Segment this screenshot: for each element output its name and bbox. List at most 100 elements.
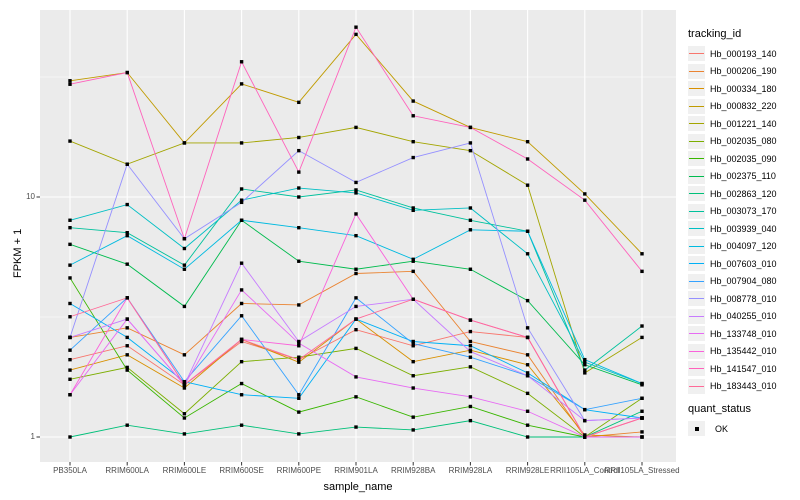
legend-entry-Hb_133748_010: Hb_133748_010 [688, 326, 777, 341]
legend-tracking-id: tracking_id Hb_000193_140 Hb_000206_190 Hb… [688, 28, 798, 394]
data-point [525, 374, 530, 378]
data-point [411, 339, 415, 344]
data-point [125, 335, 129, 340]
legend-entry-Hb_002375_110: Hb_002375_110 [688, 168, 776, 184]
data-point [68, 242, 72, 247]
legend2-item-label: OK [715, 424, 729, 434]
legend-key-icon [688, 221, 705, 236]
data-point [125, 162, 129, 166]
data-point [297, 344, 301, 348]
data-point [68, 357, 72, 362]
x-tick-label-RRIM928LA: RRIM928LA [448, 466, 493, 475]
data-point [525, 139, 530, 144]
data-point [411, 155, 415, 160]
data-point [125, 344, 129, 348]
data-point [468, 329, 473, 334]
legend-entry-label: Hb_002035_080 [710, 136, 777, 146]
legend-entry-Hb_000334_180: Hb_000334_180 [688, 81, 777, 96]
legend-entry-Hb_007603_010: Hb_007603_010 [688, 256, 777, 271]
data-point [583, 363, 587, 367]
data-point [583, 407, 587, 412]
data-point [68, 139, 72, 143]
data-point [125, 317, 129, 321]
data-point [68, 79, 72, 83]
data-point [239, 314, 244, 318]
data-point [468, 206, 473, 210]
data-point [411, 269, 415, 274]
data-point [68, 218, 72, 222]
data-point [239, 187, 244, 191]
legend-key-icon [688, 291, 705, 306]
data-point [239, 60, 244, 64]
legend-key-icon [688, 133, 705, 149]
legend-line-swatch [689, 263, 704, 265]
data-point [468, 228, 473, 232]
data-point [182, 141, 187, 145]
data-point [354, 212, 358, 216]
data-point [640, 435, 644, 439]
data-point [468, 125, 473, 130]
data-point [354, 304, 358, 309]
legend-line-swatch [689, 298, 704, 300]
data-point [411, 359, 415, 364]
data-point [125, 365, 129, 370]
data-point [68, 82, 72, 86]
data-point [239, 198, 244, 202]
data-point [239, 381, 244, 386]
data-point [182, 379, 187, 384]
data-point [354, 425, 358, 429]
legend-entry-Hb_000206_190: Hb_000206_190 [688, 63, 777, 79]
legend-entry-Hb_000193_140: Hb_000193_140 [688, 46, 777, 61]
x-tick-label-RRII105LA_Control: RRII105LA_Control [550, 466, 620, 475]
data-point [68, 368, 72, 372]
x-tick-label-RRIM600LE: RRIM600LE [162, 466, 207, 475]
data-point [468, 267, 473, 271]
data-point [297, 135, 301, 140]
legend-entry-label: Hb_002863_120 [710, 188, 777, 199]
data-point [525, 157, 530, 161]
legend-line-swatch [689, 158, 704, 160]
data-point [583, 357, 587, 362]
data-point [68, 263, 72, 267]
legend-key-icon [688, 273, 705, 289]
legend-entry-Hb_008778_010: Hb_008778_010 [688, 291, 777, 306]
data-point [239, 288, 244, 292]
legend-key-icon [688, 308, 705, 324]
data-point [525, 371, 530, 375]
legend-entry-label: Hb_002035_090 [710, 153, 777, 164]
data-point [411, 139, 415, 144]
data-point [525, 409, 530, 413]
data-point [468, 349, 473, 354]
data-point [354, 317, 358, 321]
legend-line-swatch [689, 228, 704, 230]
legend-key-icon [688, 378, 705, 394]
legend-entry-Hb_001221_140: Hb_001221_140 [688, 116, 777, 131]
panel-background [40, 10, 676, 462]
data-point [411, 341, 415, 346]
legend-key-icon [688, 361, 705, 376]
legend-entry-label: Hb_001221_140 [710, 118, 777, 129]
x-axis-title: sample_name [323, 481, 393, 493]
data-point [125, 230, 129, 235]
legend-entry-label: Hb_135442_010 [710, 346, 777, 356]
legend-entry-label: Hb_007603_010 [710, 258, 777, 269]
legend-entry-label: Hb_000334_180 [710, 83, 777, 94]
data-point [239, 82, 244, 86]
data-point [640, 324, 644, 328]
data-point [468, 418, 473, 423]
data-point [354, 25, 358, 29]
data-point [125, 262, 129, 266]
data-point [468, 355, 473, 359]
data-point [354, 32, 358, 37]
data-point [640, 396, 644, 400]
data-point [468, 141, 473, 145]
data-point [411, 206, 415, 210]
data-point [125, 326, 129, 330]
data-point [297, 225, 301, 230]
data-point [583, 418, 587, 423]
data-point [125, 368, 129, 372]
data-point [354, 327, 358, 332]
data-point [525, 326, 530, 330]
data-point [125, 233, 129, 238]
